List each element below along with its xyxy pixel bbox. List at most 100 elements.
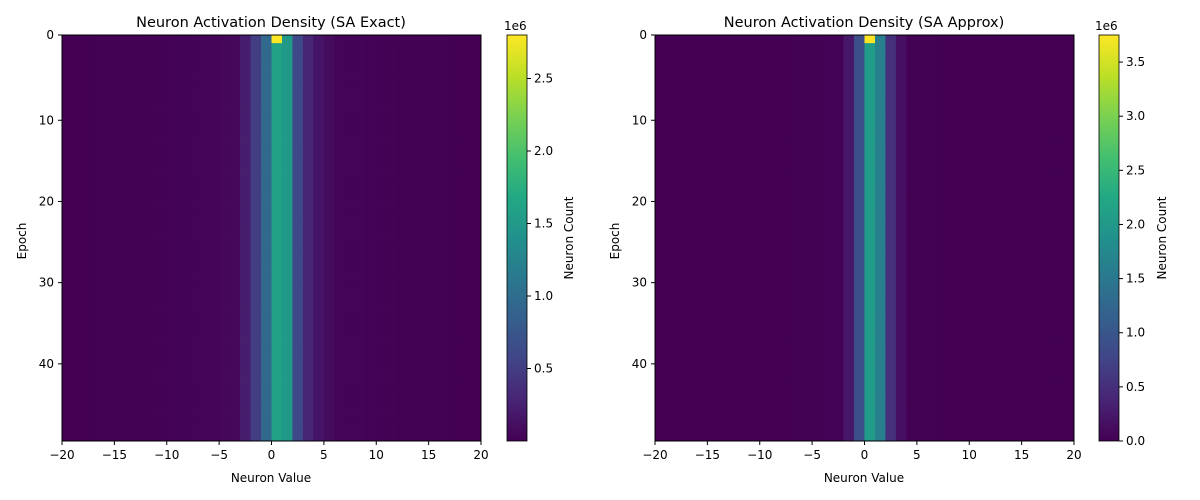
heatmap-cell xyxy=(728,359,740,369)
heatmap-cell xyxy=(323,75,335,85)
heatmap-cells xyxy=(655,35,1075,442)
heatmap-cell xyxy=(198,327,210,336)
heatmap-cell xyxy=(62,67,73,76)
heatmap-cell xyxy=(261,197,272,206)
heatmap-cell xyxy=(833,197,844,206)
heatmap-cell xyxy=(439,181,450,190)
heatmap-cell xyxy=(428,124,440,133)
heatmap-cell xyxy=(675,278,687,288)
heatmap-cell xyxy=(895,132,907,141)
heatmap-cell xyxy=(292,173,304,182)
heatmap-cell xyxy=(854,75,865,85)
heatmap-cell xyxy=(655,213,666,223)
heatmap-cell xyxy=(187,91,199,101)
heatmap-cell xyxy=(655,319,666,328)
heatmap-cell xyxy=(177,302,189,312)
heatmap-cell xyxy=(62,254,73,263)
heatmap-cell xyxy=(822,43,834,52)
heatmap-cell xyxy=(770,59,782,68)
heatmap-cell xyxy=(365,181,377,190)
heatmap-cell xyxy=(261,327,272,336)
heatmap-cell xyxy=(791,35,803,44)
heatmap-cell xyxy=(675,294,687,304)
heatmap-cell xyxy=(686,51,698,60)
heatmap-cell xyxy=(895,359,907,369)
heatmap-cell xyxy=(114,376,126,385)
heatmap-cell xyxy=(198,35,210,44)
heatmap-cell xyxy=(906,59,918,68)
heatmap-cell xyxy=(791,116,803,125)
heatmap-cell xyxy=(958,254,970,263)
heatmap-cell xyxy=(261,75,272,85)
heatmap-cell xyxy=(717,376,729,385)
heatmap-cell xyxy=(906,148,918,158)
heatmap-cell xyxy=(1042,335,1054,344)
heatmap-cell xyxy=(449,189,461,198)
heatmap-cell xyxy=(302,124,314,133)
heatmap-cell xyxy=(979,400,991,409)
heatmap-cell xyxy=(738,59,750,68)
heatmap-cell xyxy=(313,286,325,296)
heatmap-cell xyxy=(460,408,471,418)
heatmap-cell xyxy=(219,197,231,206)
heatmap-cell xyxy=(240,327,251,336)
heatmap-cell xyxy=(1011,392,1023,401)
heatmap-cell xyxy=(302,59,314,68)
heatmap-cell xyxy=(1053,181,1064,190)
heatmap-cell xyxy=(864,327,876,336)
heatmap-cell xyxy=(93,83,105,93)
heatmap-cell xyxy=(397,432,409,442)
heatmap-cell xyxy=(812,343,824,353)
heatmap-cell xyxy=(323,213,335,223)
heatmap-cell xyxy=(822,335,834,344)
heatmap-cell xyxy=(135,270,147,279)
heatmap-cell xyxy=(1053,416,1064,426)
heatmap-cell xyxy=(460,164,471,174)
heatmap-cell xyxy=(822,59,834,68)
heatmap-cell xyxy=(93,416,105,426)
heatmap-cell xyxy=(780,262,792,271)
heatmap-panel-approx: Neuron Activation Density (SA Approx) −2… xyxy=(608,15,1169,485)
heatmap-cell xyxy=(1011,91,1023,101)
colorbar: 0.51.01.52.02.5 1e6 Neuron Count xyxy=(504,19,576,442)
heatmap-cell xyxy=(166,91,178,101)
heatmap-cell xyxy=(686,83,698,93)
heatmap-cell xyxy=(1063,254,1075,263)
heatmap-cell xyxy=(135,75,147,85)
heatmap-cell xyxy=(418,278,430,288)
heatmap-cell xyxy=(770,83,782,93)
heatmap-cell xyxy=(355,189,367,198)
heatmap-cell xyxy=(1063,221,1075,231)
heatmap-cell xyxy=(187,99,199,109)
heatmap-cell xyxy=(874,246,886,255)
heatmap-cell xyxy=(386,181,398,190)
heatmap-cell xyxy=(313,83,325,93)
heatmap-cell xyxy=(843,156,855,166)
heatmap-cell xyxy=(198,213,210,223)
heatmap-cell xyxy=(655,221,666,231)
heatmap-cell xyxy=(686,221,698,231)
heatmap-cell xyxy=(770,351,782,361)
heatmap-cell xyxy=(407,327,419,336)
heatmap-cell xyxy=(72,59,84,68)
heatmap-cell xyxy=(219,75,231,85)
x-tick-label: 10 xyxy=(369,448,384,462)
heatmap-cell xyxy=(355,384,367,393)
heatmap-cell xyxy=(103,351,115,361)
heatmap-cell xyxy=(198,294,210,304)
heatmap-cell xyxy=(1021,286,1033,296)
heatmap-cell xyxy=(229,213,241,223)
heatmap-cell xyxy=(428,181,440,190)
heatmap-cell xyxy=(166,124,178,133)
heatmap-cell xyxy=(969,108,981,117)
heatmap-cell xyxy=(979,197,991,206)
heatmap-cell xyxy=(801,351,813,361)
heatmap-cell xyxy=(1021,75,1033,85)
heatmap-cell xyxy=(198,108,210,117)
heatmap-cell xyxy=(812,59,824,68)
heatmap-cell xyxy=(833,229,844,239)
heatmap-cell xyxy=(927,319,939,328)
heatmap-cell xyxy=(292,108,304,117)
heatmap-cell xyxy=(124,246,136,255)
heatmap-cell xyxy=(281,343,293,353)
